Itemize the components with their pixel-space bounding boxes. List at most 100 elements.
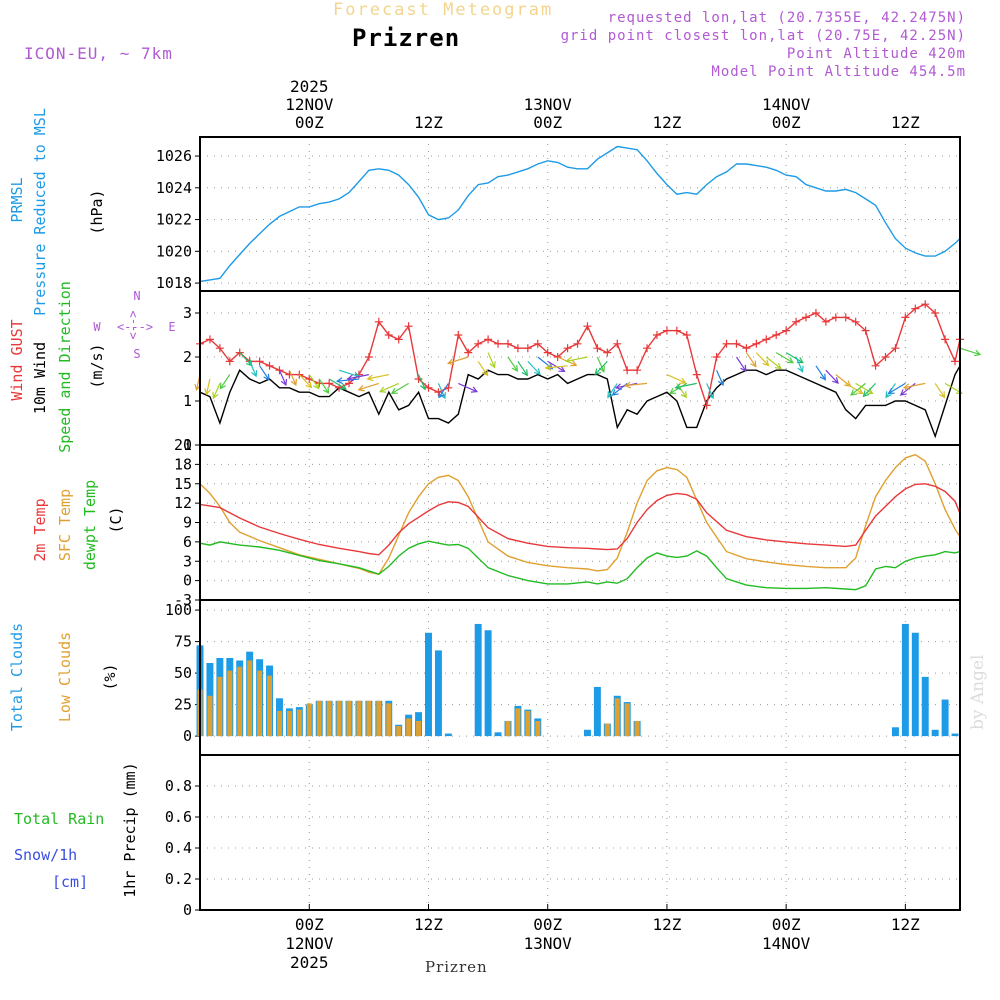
gust-marker [464,348,473,357]
prmsl-label: PRMSL [8,177,26,222]
wind-arrow-head [974,349,982,357]
y-tick-label: 1 [183,392,192,410]
wind-arrow-head [594,368,602,376]
bottom-time-label: 12Z [652,915,681,934]
wind-arrow-head [470,386,479,393]
low-cloud-bar [416,720,422,737]
wind-arrow-head [558,365,566,373]
gust-marker [215,344,224,353]
gust-marker [394,335,403,344]
wind-arrow [596,356,605,372]
compass-n-label: N [133,289,140,303]
wind-arrow-head [290,378,297,387]
wind-arrow [775,352,794,364]
gust-marker [573,339,582,348]
wind-arrow-head [774,362,782,370]
wind-arrow [850,382,866,396]
wind-arrow [825,369,839,384]
top-time-label: 12NOV [285,95,334,114]
bottom-time-label: 00Z [533,915,562,934]
pressure-msl-label: Pressure Reduced to MSL [31,108,49,316]
wind-arrow [545,365,568,369]
sfc-temp-line [199,453,961,575]
wind-arrow-head [378,386,387,393]
grid-point-lonlat: grid point closest lon,lat (20.75E, 42.2… [560,28,966,44]
wind-arrow [318,378,330,394]
gust-marker [662,326,671,335]
y-tick-label: 1026 [156,147,192,165]
wind-arrow [863,382,876,397]
wind-arrow-head [887,387,895,395]
wind-arrow [566,356,588,362]
gust-marker [792,317,801,326]
low-cloud-bar [237,666,243,737]
wind-arrow [745,352,757,367]
low-cloud-bar [386,703,392,737]
wind-arrow-head [885,391,892,399]
gust-marker [762,335,771,344]
y-tick-label: 6 [183,533,192,551]
low-clouds-label: Low Clouds [56,632,74,722]
wind-arrow-head [740,364,747,372]
top-time-label: 00Z [295,113,324,132]
wind-arrow [328,378,347,390]
gust-marker [633,366,642,375]
wind-arrow-head [611,389,619,396]
wind-arrow-head [832,377,839,384]
wind-arrow-head [263,373,270,381]
wind-arrow-head [280,378,288,387]
wind-arrow-head [251,370,258,378]
total-cloud-bar [593,686,601,737]
prmsl-line [199,145,961,283]
wind-arrow-head [438,391,445,399]
y-tick-label: 0.8 [165,777,192,795]
percent-unit-label: (%) [101,663,119,690]
wind-arrow [845,382,863,394]
y-tick-label: 0.4 [165,839,192,857]
wind-arrow-head [797,365,804,373]
wind-arrow-head [481,369,489,377]
wind-arrow [888,382,906,394]
wind-arrow [607,383,618,398]
wind-arrow-head [544,364,552,371]
wind-arrow-head [717,378,725,387]
wind-arrow-head [624,381,632,389]
top-time-label: 2025 [290,77,329,96]
gust-marker [772,331,781,339]
temp-2m-label: 2m Temp [31,498,49,561]
gust-marker [593,344,602,353]
wind-arrow [288,369,297,386]
wind-arrow [358,382,380,391]
wind-arrow-head [204,388,211,396]
wind-arrow-head [534,368,541,376]
total-cloud-bar [434,650,442,737]
precip-unit-label: 1hr Precip (mm) [121,762,139,897]
gust-marker [742,344,751,353]
wind-arrow-head [679,377,687,384]
gust-marker [603,348,612,357]
wind-arrow [706,383,714,399]
gust-marker [553,353,562,361]
total-cloud-bar [901,623,909,737]
gust-marker [752,339,761,348]
bottom-time-label: 14NOV [762,934,811,953]
y-tick-label: 15 [174,475,192,493]
total-cloud-bar [931,729,939,737]
gust-marker [354,370,363,379]
gust-marker [901,313,910,322]
gust-marker [861,326,870,335]
snow-label: Snow/1h [14,846,77,864]
wind-arrow-head [856,387,864,395]
gust-marker [821,317,830,326]
wind-arrow [815,365,826,381]
wind-arrow-head [521,369,528,377]
gust-marker [613,339,622,348]
wind-arrow [278,369,287,386]
wind-arrow [716,369,724,386]
bottom-time-label: 12NOV [285,934,334,953]
total-cloud-bar [921,676,929,737]
gust-marker [712,353,721,361]
wind-10m-label: 10m Wind [31,342,49,414]
wind-arrow [625,382,648,387]
y-tick-label: 2 [183,348,192,366]
